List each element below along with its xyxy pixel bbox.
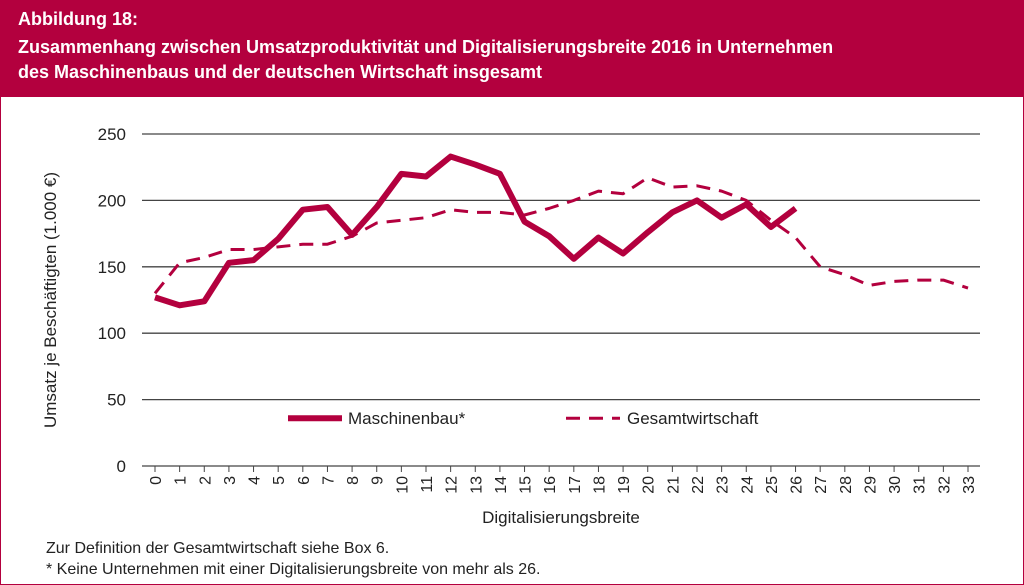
x-tick-label: 33 bbox=[961, 476, 978, 494]
figure-title-line1: Zusammenhang zwischen Umsatzproduktivitä… bbox=[18, 37, 834, 57]
x-tick-label: 3 bbox=[222, 476, 239, 485]
x-tick-label: 1 bbox=[173, 476, 190, 485]
y-tick-label: 100 bbox=[98, 324, 126, 343]
x-tick-label: 8 bbox=[345, 476, 362, 485]
x-tick-label: 15 bbox=[518, 476, 535, 494]
x-tick-label: 7 bbox=[320, 476, 337, 485]
series-line-gesamtwirtschaft bbox=[153, 176, 969, 295]
x-tick-label: 12 bbox=[444, 476, 461, 494]
x-tick-label: 26 bbox=[789, 476, 806, 494]
x-tick-label: 24 bbox=[739, 476, 756, 494]
y-tick-label: 250 bbox=[98, 125, 126, 144]
figure-title-line2: des Maschinenbaus und der deutschen Wirt… bbox=[18, 62, 542, 82]
y-tick-label: 50 bbox=[107, 391, 126, 410]
x-tick-label: 30 bbox=[887, 476, 904, 494]
legend-label-maschinenbau: Maschinenbau* bbox=[348, 409, 466, 428]
x-tick-label: 18 bbox=[591, 476, 608, 494]
x-tick-label: 0 bbox=[148, 476, 165, 485]
y-tick-label: 0 bbox=[117, 457, 126, 476]
x-tick-label: 32 bbox=[936, 476, 953, 494]
x-tick-label: 19 bbox=[616, 476, 633, 494]
footnote-2: * Keine Unternehmen mit einer Digitalisi… bbox=[46, 561, 541, 578]
x-tick-label: 28 bbox=[838, 476, 855, 494]
legend-label-gesamtwirtschaft: Gesamtwirtschaft bbox=[627, 409, 759, 428]
y-tick-label: 150 bbox=[98, 258, 126, 277]
x-tick-label: 25 bbox=[764, 476, 781, 494]
figure-label: Abbildung 18: bbox=[18, 9, 138, 29]
x-tick-label: 20 bbox=[641, 476, 658, 494]
figure-header: Abbildung 18: Zusammenhang zwischen Umsa… bbox=[0, 0, 1024, 97]
x-tick-label: 2 bbox=[197, 476, 214, 485]
x-tick-label: 11 bbox=[419, 476, 436, 493]
x-tick-label: 23 bbox=[715, 476, 732, 494]
x-tick-label: 21 bbox=[665, 476, 682, 494]
footnote-1: Zur Definition der Gesamtwirtschaft sieh… bbox=[46, 540, 390, 557]
x-tick-label: 10 bbox=[394, 476, 411, 494]
x-tick-label: 6 bbox=[296, 476, 313, 485]
x-tick-label: 5 bbox=[271, 476, 288, 485]
y-tick-label: 200 bbox=[98, 191, 126, 210]
y-axis-title: Umsatz je Beschäftigten (1.000 €) bbox=[41, 172, 60, 428]
x-tick-label: 29 bbox=[862, 476, 879, 494]
x-tick-label: 22 bbox=[690, 476, 707, 494]
x-tick-label: 17 bbox=[567, 476, 584, 494]
x-tick-label: 13 bbox=[468, 476, 485, 494]
x-tick-label: 9 bbox=[370, 476, 387, 485]
x-tick-label: 4 bbox=[247, 476, 264, 485]
x-tick-label: 14 bbox=[493, 476, 510, 494]
x-tick-label: 27 bbox=[813, 476, 830, 494]
x-axis-title: Digitalisierungsbreite bbox=[482, 508, 640, 527]
x-tick-label: 31 bbox=[912, 476, 929, 494]
series-line-maschinenbau bbox=[154, 153, 798, 309]
x-tick-label: 16 bbox=[542, 476, 559, 494]
